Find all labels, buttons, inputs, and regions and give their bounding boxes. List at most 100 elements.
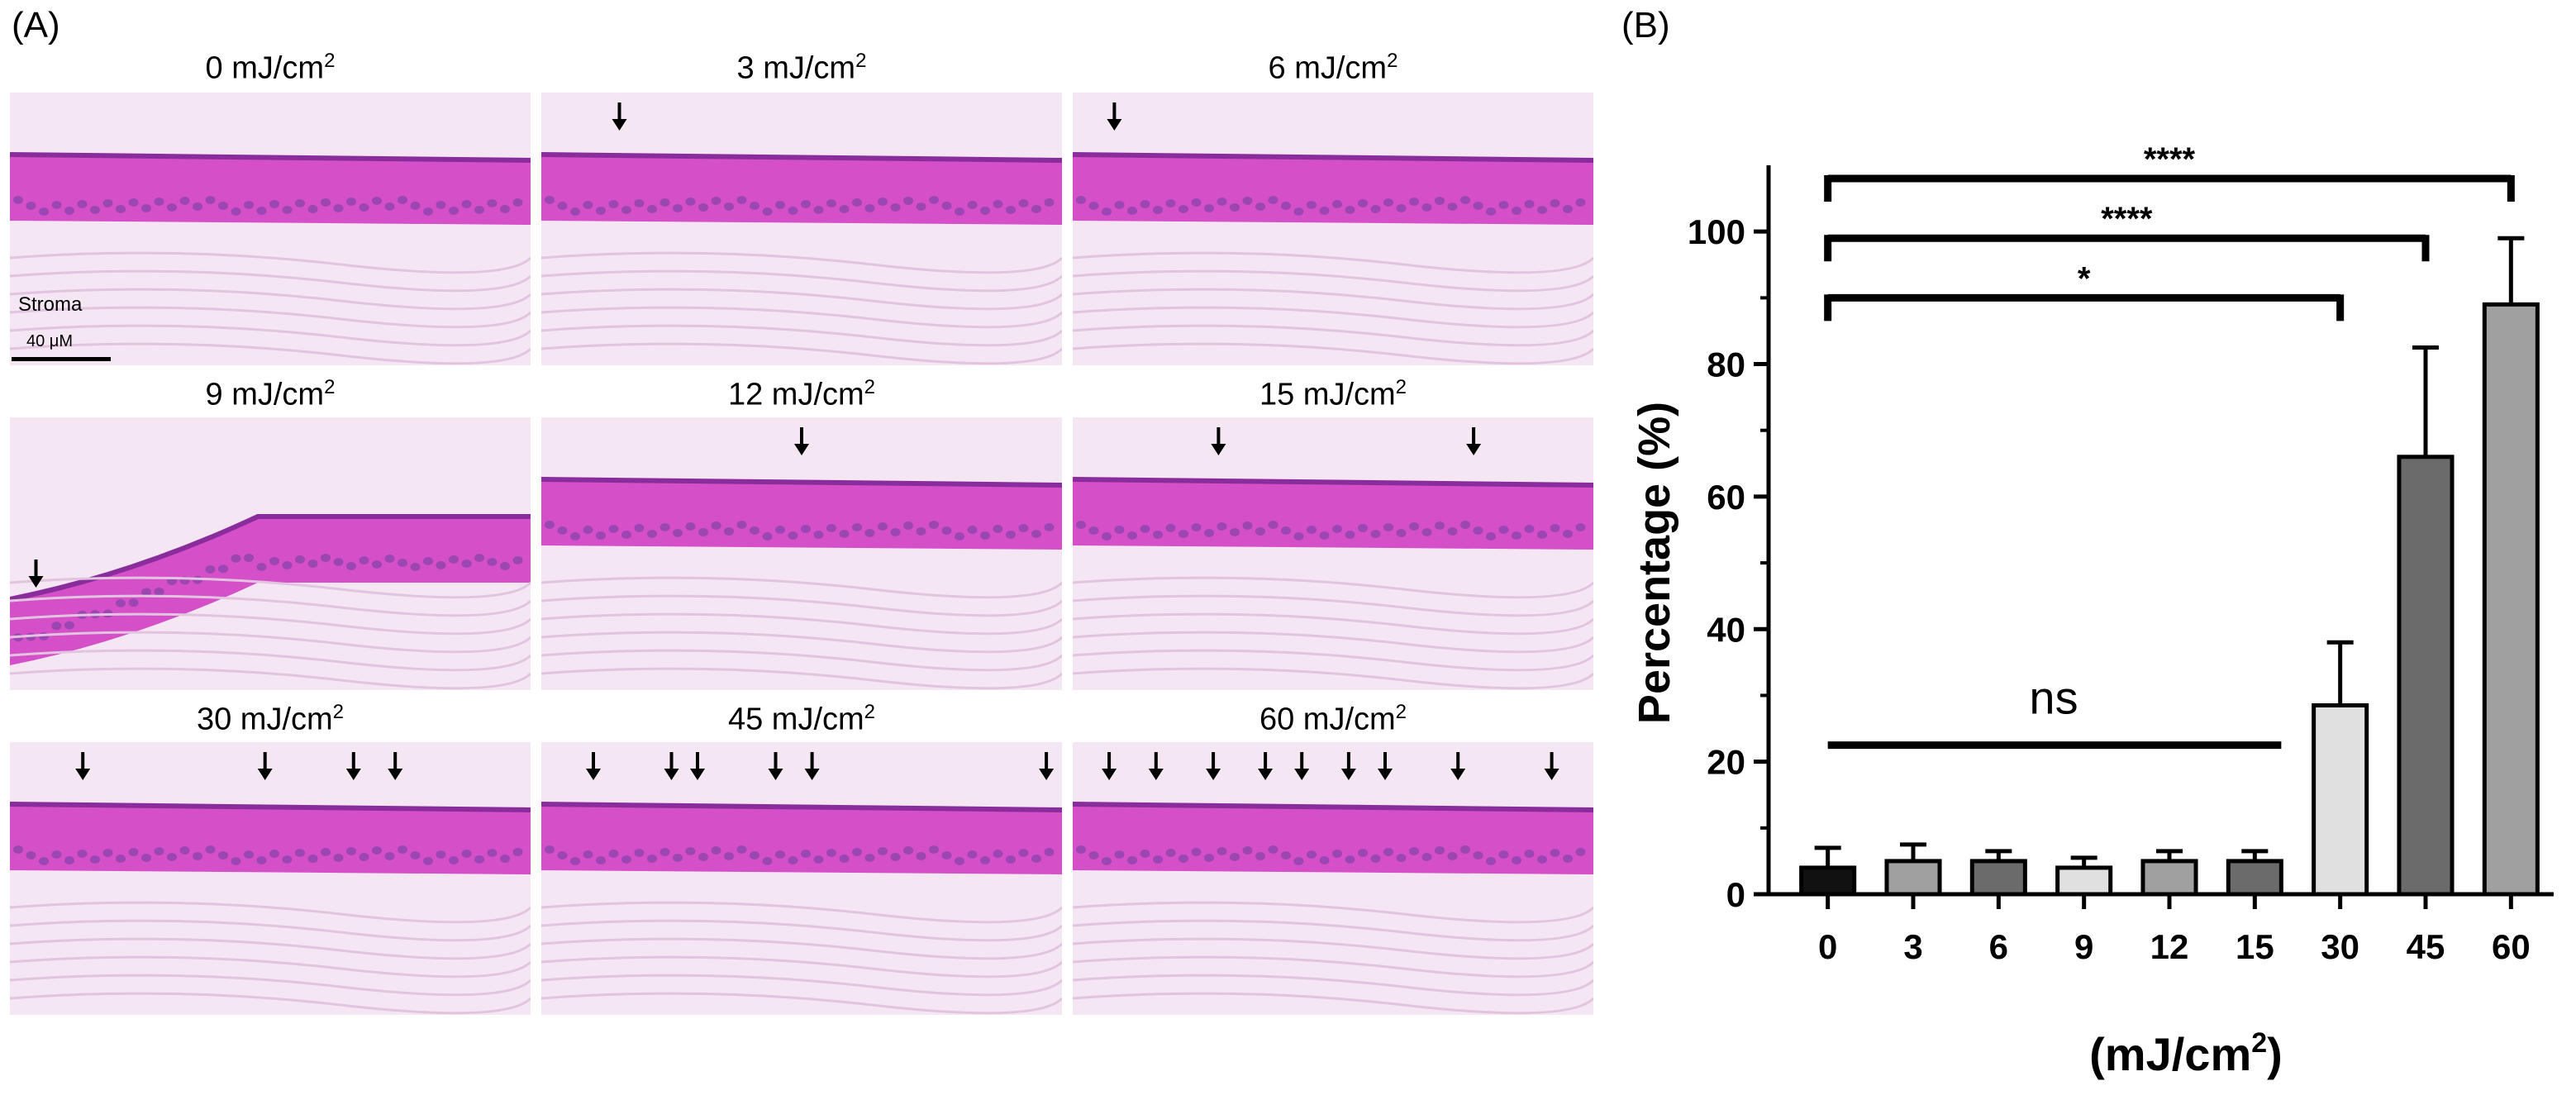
significance-label: * [2078, 260, 2091, 297]
histology-image [1073, 93, 1593, 365]
tile-title-text: 45 mJ/cm [727, 702, 864, 737]
tile-title-text: 9 mJ/cm [205, 377, 325, 412]
arrow-marker-icon [690, 752, 705, 780]
y-tick-label: 80 [1707, 345, 1745, 384]
tile-title-sup: 2 [1387, 50, 1398, 72]
micrograph-tile [1073, 742, 1593, 1015]
tile-title-text: 30 mJ/cm [196, 702, 333, 737]
tile-title-text: 15 mJ/cm [1259, 377, 1396, 412]
arrow-marker-icon [1378, 752, 1393, 780]
arrow-marker-icon [804, 752, 820, 780]
x-tick-label: 6 [1989, 927, 2008, 966]
histology-image [1073, 742, 1593, 1015]
tile-title: 9 mJ/cm2 [14, 376, 526, 413]
tile-title: 3 mJ/cm2 [545, 50, 1058, 87]
x-tick-label: 45 [2407, 927, 2445, 966]
x-axis-label-end: ) [2267, 1028, 2283, 1080]
tile-title: 60 mJ/cm2 [1077, 701, 1589, 738]
histology-image [541, 417, 1062, 690]
micrograph-tile [1073, 93, 1593, 365]
x-tick-label: 0 [1818, 927, 1837, 966]
micrograph-tile [10, 417, 531, 690]
arrow-marker-icon [1258, 752, 1274, 780]
arrow-marker-icon [1039, 752, 1055, 780]
x-tick-label: 9 [2074, 927, 2093, 966]
bar [1969, 859, 2027, 897]
histology-image [10, 417, 531, 690]
arrow-marker-icon [388, 752, 403, 780]
tile-title: 6 mJ/cm2 [1077, 50, 1589, 87]
histology-image [10, 742, 531, 1015]
micrograph-tile [1073, 417, 1593, 690]
x-tick-label: 30 [2321, 927, 2359, 966]
arrow-marker-icon [28, 560, 44, 588]
bar [2055, 865, 2113, 897]
bar [2140, 859, 2198, 897]
histology-image [541, 742, 1062, 1015]
tile-title-text: 12 mJ/cm [727, 377, 864, 412]
arrow-marker-icon [586, 752, 601, 780]
x-tick-label: 3 [1903, 927, 1922, 966]
arrow-marker-icon [1340, 752, 1356, 780]
tile-title-sup: 2 [855, 50, 867, 72]
tile-title: 0 mJ/cm2 [14, 50, 526, 87]
bar [2226, 859, 2283, 897]
tile-title-sup: 2 [864, 376, 876, 398]
x-axis-label: (mJ/cm2) [2089, 1027, 2283, 1080]
panel-b-label: (B) [1621, 5, 1670, 45]
tile-title: 45 mJ/cm2 [545, 701, 1058, 738]
arrow-marker-icon [612, 102, 627, 131]
bar [2397, 455, 2455, 897]
tile-title-text: 6 mJ/cm [1268, 50, 1388, 86]
y-tick-label: 60 [1707, 478, 1745, 517]
arrow-marker-icon [1206, 752, 1221, 780]
panel-a-label: (A) [12, 5, 60, 45]
tile-title-sup: 2 [864, 701, 876, 723]
arrow-marker-icon [1450, 752, 1466, 780]
x-axis-label-sup: 2 [2251, 1027, 2267, 1059]
micrograph-grid: 0 mJ/cm2 3 mJ/cm2 6 mJ/cm2 9 mJ/cm2 12 mJ/cm… [10, 50, 1593, 1015]
arrow-marker-icon [1466, 427, 1482, 455]
x-axis-label-main: (mJ/cm [2089, 1028, 2251, 1080]
significance-label: **** [2144, 141, 2196, 178]
tile-title-sup: 2 [324, 376, 336, 398]
arrow-marker-icon [1102, 752, 1117, 780]
y-tick-label: 20 [1707, 743, 1745, 782]
y-axis-label: Percentage (%) [1630, 402, 1679, 724]
arrow-marker-icon [257, 752, 273, 780]
tile-title-sup: 2 [332, 701, 345, 723]
bar [1884, 859, 1942, 897]
bar [2482, 302, 2540, 897]
x-tick-label: 15 [2236, 927, 2274, 966]
tile-title: 12 mJ/cm2 [545, 376, 1058, 413]
arrow-marker-icon [1148, 752, 1164, 780]
micrograph-tile [541, 417, 1062, 690]
tile-title: 15 mJ/cm2 [1077, 376, 1589, 413]
y-tick-label: 100 [1688, 212, 1745, 251]
arrow-marker-icon [794, 427, 809, 455]
bar [1799, 865, 1857, 897]
y-tick-label: 40 [1707, 610, 1745, 649]
significance-label: **** [2101, 201, 2153, 237]
arrow-marker-icon [768, 752, 783, 780]
tile-title-text: 3 mJ/cm [736, 50, 856, 86]
x-tick-label: 60 [2492, 927, 2531, 966]
x-tick-label: 12 [2150, 927, 2189, 966]
micrograph-tile [10, 742, 531, 1015]
histology-image [1073, 417, 1593, 690]
histology-image [541, 93, 1062, 365]
arrow-marker-icon [1294, 752, 1310, 780]
arrow-marker-icon [1544, 752, 1559, 780]
tile-title-sup: 2 [324, 50, 336, 72]
scale-bar [12, 357, 111, 361]
tile-title-sup: 2 [1395, 701, 1407, 723]
micrograph-tile [541, 93, 1062, 365]
arrow-marker-icon [75, 752, 91, 780]
scale-bar-label: 40 μM [26, 332, 73, 350]
arrow-marker-icon [1107, 102, 1122, 131]
micrograph-tile [10, 93, 531, 365]
micrograph-tile [541, 742, 1062, 1015]
arrow-marker-icon [345, 752, 361, 780]
tile-title: 30 mJ/cm2 [14, 701, 526, 738]
